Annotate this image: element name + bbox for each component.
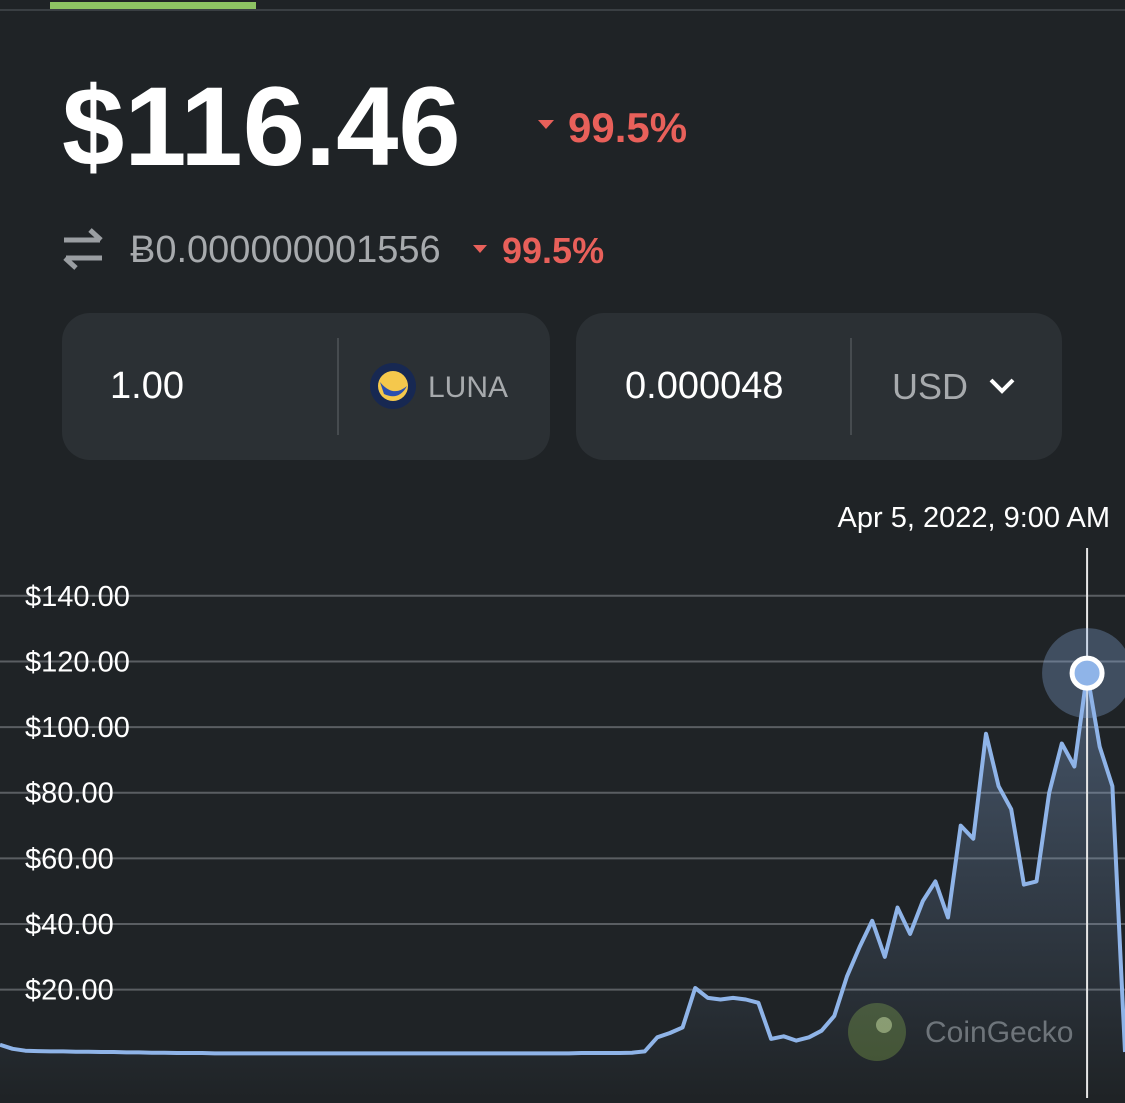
y-tick-label: $140.00 (25, 581, 130, 613)
y-tick-label: $100.00 (25, 712, 130, 744)
price-chart[interactable]: $20.00 $40.00 $60.00 $80.00 $100.00 $120.00 $1… (0, 502, 1125, 1098)
amount-box[interactable] (62, 313, 550, 460)
result: 0.000048 (625, 365, 784, 407)
result-box[interactable] (576, 313, 1062, 460)
btc-price: Ƀ0.000000001556 (130, 229, 441, 271)
swap-icon[interactable] (63, 228, 103, 270)
price: $116.46 (62, 64, 461, 189)
price-change: 99.5% (568, 104, 687, 151)
coin-symbol: LUNA (428, 371, 508, 404)
amount[interactable]: 1.00 (110, 365, 184, 407)
down-arrow (473, 245, 487, 253)
hover-point (1069, 655, 1105, 691)
btc-change: 99.5% (502, 230, 604, 271)
y-tick-label: $60.00 (25, 843, 114, 875)
price-line (0, 671, 1125, 1056)
y-tick-label: $20.00 (25, 975, 114, 1007)
y-tick-label: $80.00 (25, 778, 114, 810)
down-arrow (538, 120, 554, 129)
y-tick-label: $120.00 (25, 646, 130, 678)
coin-icon-swoosh (380, 382, 407, 397)
active-tab-indicator[interactable] (50, 2, 256, 9)
y-tick-label: $40.00 (25, 909, 114, 941)
tooltip-date: Apr 5, 2022, 9:00 AM (838, 502, 1110, 534)
dropdown-chevron[interactable] (989, 378, 1015, 394)
currency[interactable]: USD (892, 366, 968, 407)
